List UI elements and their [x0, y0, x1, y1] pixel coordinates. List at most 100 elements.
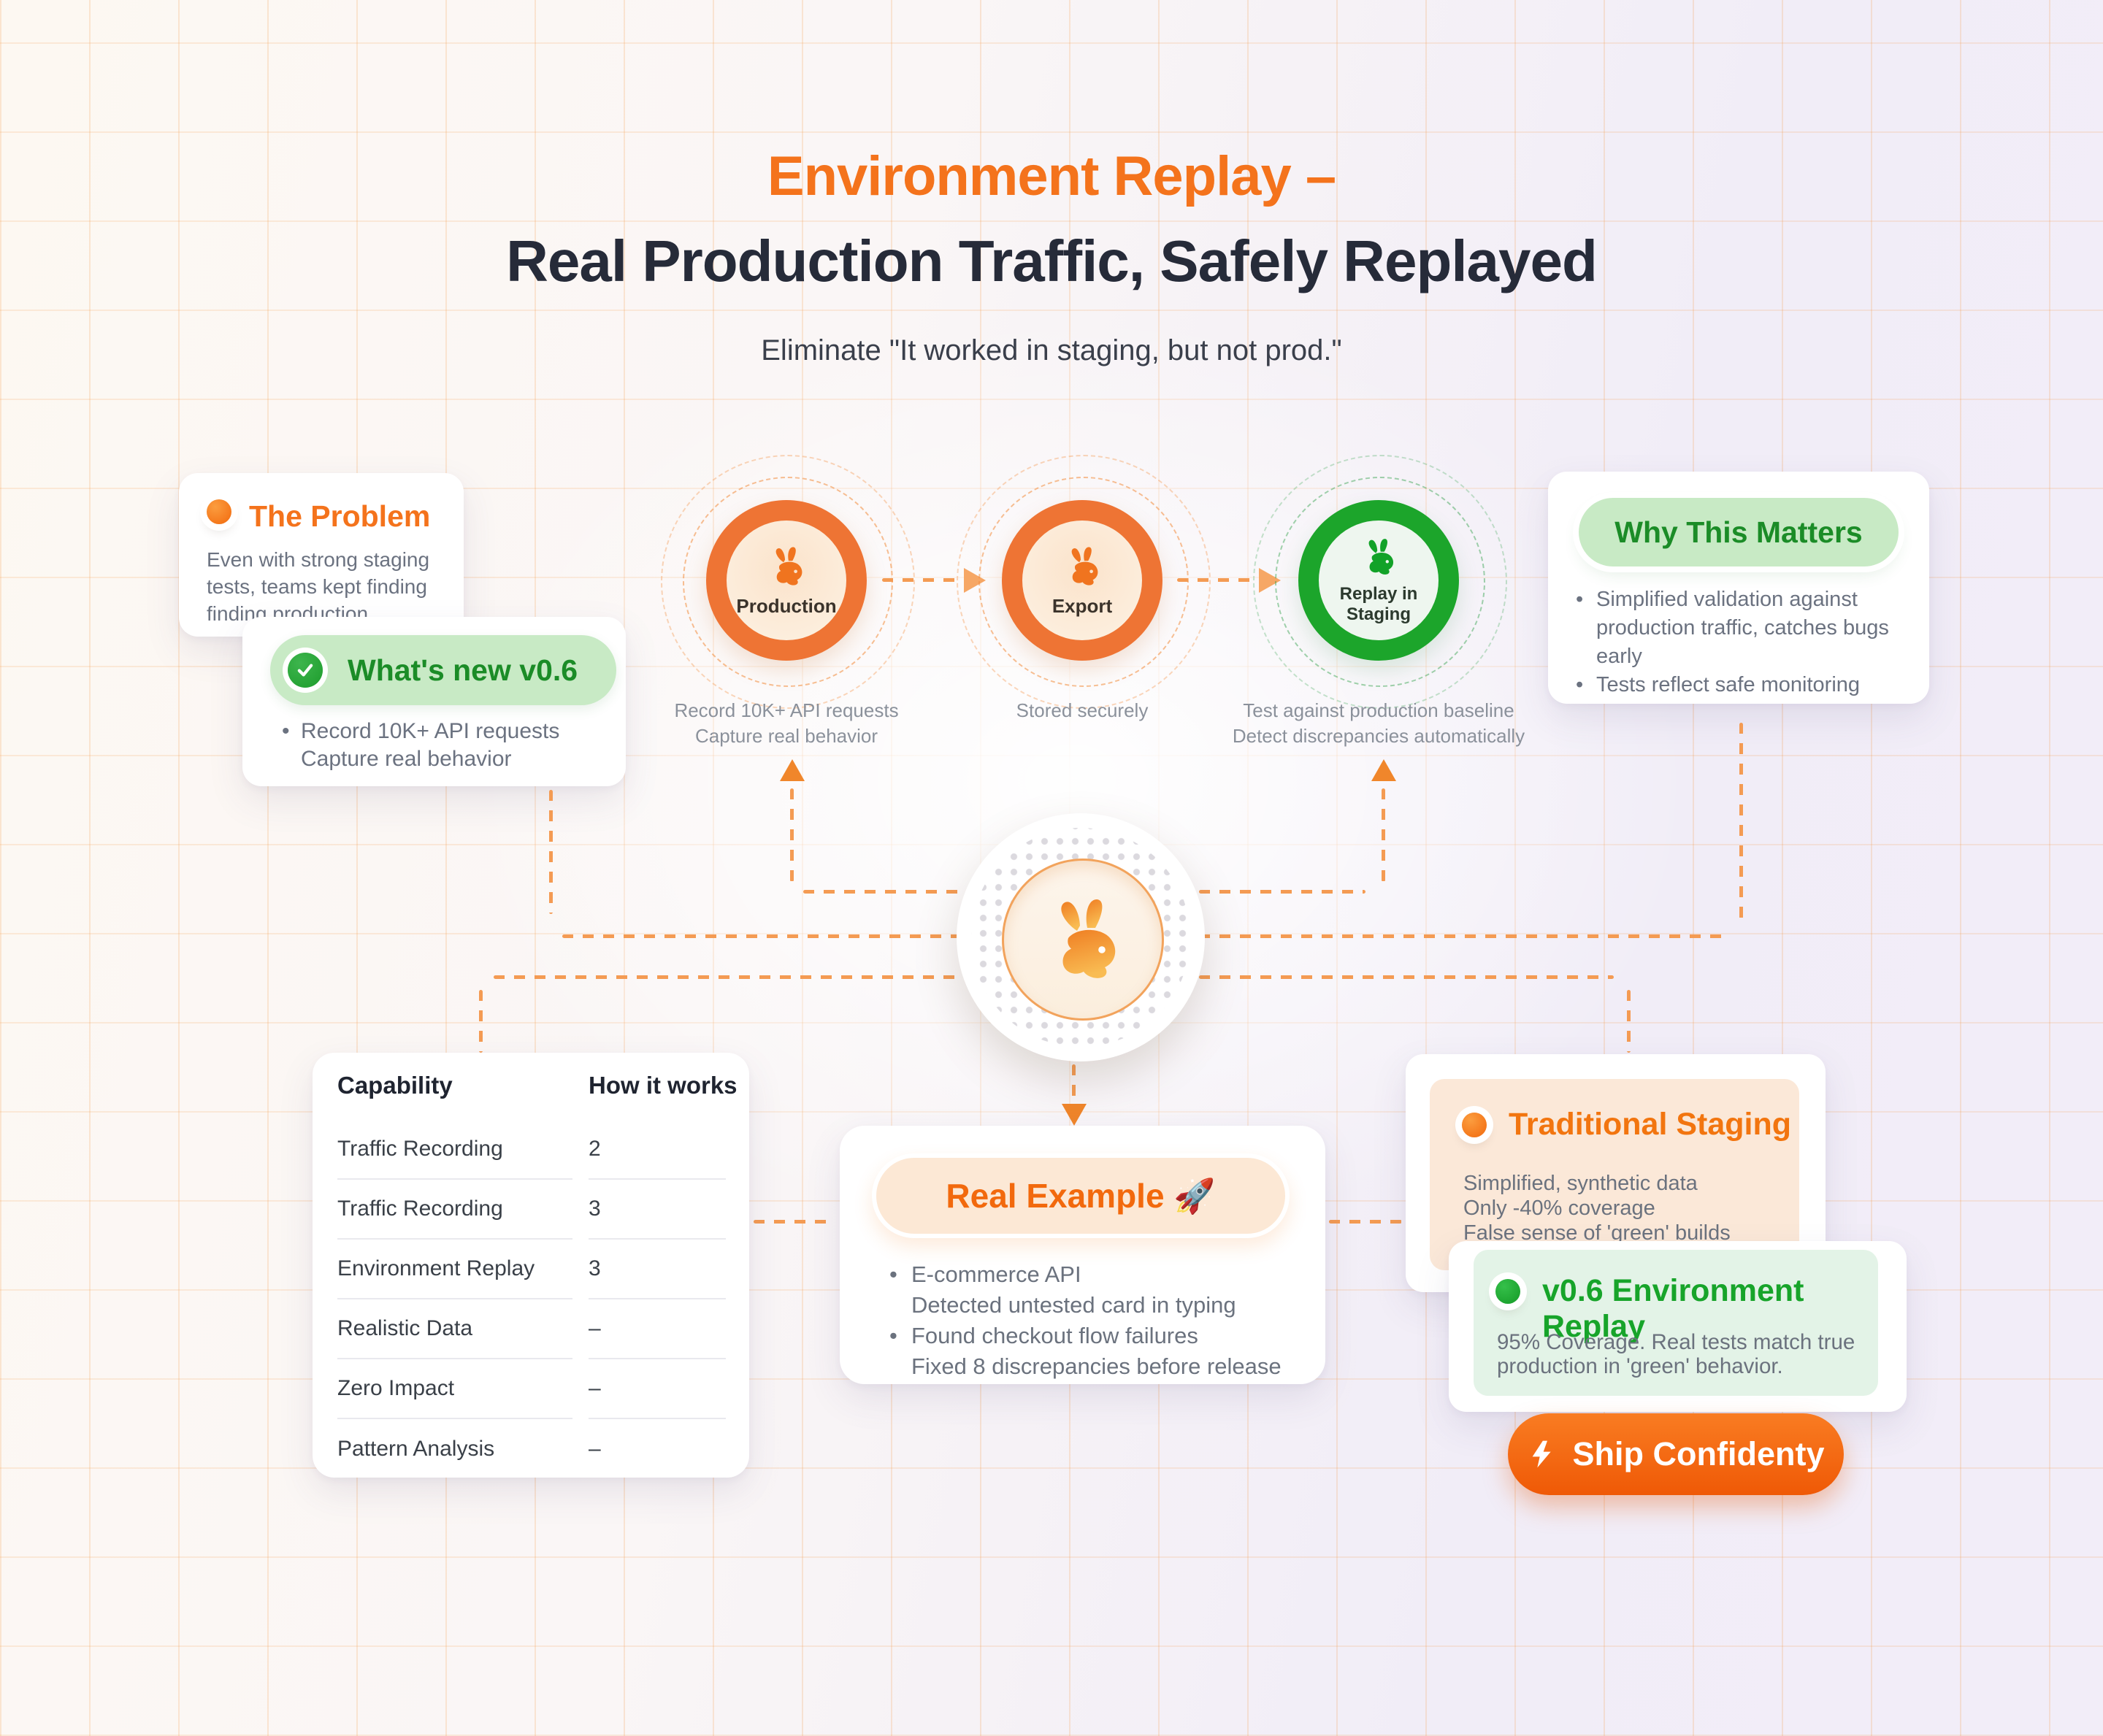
replay-label: Replay in Staging: [1340, 584, 1418, 625]
caption-line: Capture real behavior: [694, 725, 878, 747]
replay-label-line2: Staging: [1346, 604, 1411, 624]
rabbit-icon: [775, 547, 802, 585]
table-cell-capability: Environment Replay: [337, 1240, 572, 1299]
why-bullet: Tests reflect safe monitoring: [1571, 671, 1890, 699]
real-example-title: Real Example 🚀: [946, 1176, 1216, 1215]
caption-line: Detect discrepancies automatically: [1232, 725, 1525, 747]
traditional-body: Simplified, synthetic data Only -40% cov…: [1463, 1171, 1731, 1245]
whats-new-card: What's new v0.6 Record 10K+ API requests…: [242, 617, 626, 786]
whats-new-bullet: Capture real behavior: [301, 747, 512, 771]
capability-table-card: [313, 1053, 749, 1478]
export-dashed-ring-outer: [957, 455, 1211, 709]
why-bullet: Simplified validation against production…: [1571, 585, 1890, 671]
example-line: Fixed 8 discrepancies before release: [911, 1353, 1282, 1379]
ship-confidently-button[interactable]: Ship Confidenty: [1508, 1413, 1844, 1495]
green-dot-icon: [1495, 1279, 1520, 1304]
v06-body: 95% Coverage. Real tests match true prod…: [1497, 1330, 1855, 1378]
caption-line: Record 10K+ API requests: [674, 699, 899, 721]
table-cell-value: 3: [589, 1240, 726, 1299]
connector-production-horizontal: [803, 890, 962, 894]
table-cell-capability: Traffic Recording: [337, 1120, 572, 1180]
table-header-capability: Capability: [337, 1072, 453, 1099]
rabbit-icon: [1368, 539, 1394, 575]
example-line: Found checkout flow failures: [889, 1323, 1198, 1349]
orange-dot-icon: [1462, 1113, 1487, 1137]
why-card: Why This Matters Simplified validation a…: [1548, 472, 1929, 704]
page-title-main: Real Production Traffic, Safely Replayed: [506, 228, 1598, 293]
arrowhead-up-production: [780, 759, 805, 781]
problem-card-title: The Problem: [249, 499, 431, 533]
whats-new-bullet: Record 10K+ API requests: [282, 719, 559, 744]
connector-traditional-horizontal: [1199, 975, 1614, 979]
flow-arrow-line: [882, 578, 961, 582]
table-cell-capability: Zero Impact: [337, 1359, 572, 1419]
example-line: Detected untested card in typing: [911, 1292, 1236, 1318]
table-row: Traffic Recording 3: [337, 1180, 726, 1240]
whats-new-badge: What's new v0.6: [270, 635, 616, 705]
table-row: Realistic Data –: [337, 1299, 726, 1359]
problem-card-body: Even with strong staging tests, teams ke…: [207, 546, 429, 627]
v06-line: production in 'green' behavior.: [1497, 1354, 1783, 1378]
table-row: Traffic Recording 2: [337, 1120, 726, 1180]
production-caption: Record 10K+ API requests Capture real be…: [618, 698, 954, 749]
connector-table-vertical: [479, 990, 483, 1053]
page-subtitle: Eliminate "It worked in staging, but not…: [761, 334, 1342, 366]
table-cell-capability: Traffic Recording: [337, 1180, 572, 1240]
traditional-line: False sense of 'green' builds: [1463, 1221, 1731, 1245]
whats-new-title: What's new v0.6: [348, 653, 578, 687]
traditional-title: Traditional Staging: [1509, 1107, 1792, 1142]
connector-table-horizontal: [494, 975, 965, 979]
connector-why-horizontal: [1199, 934, 1726, 938]
problem-card: The Problem Even with strong staging tes…: [179, 473, 464, 637]
connector-example-traditional-stub: [1329, 1220, 1402, 1224]
table-cell-capability: Pattern Analysis: [337, 1437, 495, 1461]
ship-confidently-label: Ship Confidenty: [1572, 1435, 1825, 1472]
connector-whatsnew-horizontal: [562, 934, 965, 938]
v06-inner-panel: v0.6 Environment Replay 95% Coverage. Re…: [1474, 1250, 1878, 1396]
example-line: E-commerce API: [889, 1261, 1081, 1288]
why-card-bullets: Simplified validation against production…: [1571, 585, 1890, 699]
table-cell-value: –: [589, 1299, 726, 1359]
production-dashed-ring-outer: [661, 455, 915, 709]
connector-whatsnew-vertical: [549, 790, 553, 914]
production-label: Production: [736, 595, 837, 617]
table-cell-value: 3: [589, 1180, 726, 1240]
replay-dashed-ring-outer: [1253, 455, 1507, 709]
check-icon: [288, 653, 323, 688]
why-card-badge: Why This Matters: [1579, 498, 1899, 566]
connector-example-vertical: [1072, 1064, 1076, 1102]
traditional-inner-panel: Traditional Staging Simplified, syntheti…: [1430, 1079, 1799, 1270]
traditional-line: Only -40% coverage: [1463, 1197, 1655, 1220]
connector-replay-horizontal: [1199, 890, 1365, 894]
table-header-how: How it works: [589, 1072, 738, 1099]
table-cell-capability: Realistic Data: [337, 1299, 572, 1359]
connector-table-example-stub: [754, 1220, 835, 1224]
caption-line: Stored securely: [1016, 699, 1149, 721]
replay-label-line1: Replay in: [1339, 584, 1418, 604]
export-circle: Export: [1002, 500, 1162, 661]
v06-line: 95% Coverage. Real tests match true: [1497, 1330, 1855, 1354]
why-card-title: Why This Matters: [1614, 515, 1863, 549]
table-cell-value: 2: [589, 1120, 726, 1180]
replay-circle: Replay in Staging: [1298, 500, 1459, 661]
arrowhead-up-replay: [1371, 759, 1396, 781]
real-example-badge: Real Example 🚀: [872, 1153, 1290, 1238]
lightning-icon: [1532, 1440, 1551, 1468]
table-cell-value: –: [589, 1359, 726, 1419]
traditional-line: Simplified, synthetic data: [1463, 1172, 1698, 1195]
export-caption: Stored securely: [914, 698, 1250, 723]
replay-caption: Test against production baseline Detect …: [1211, 698, 1547, 749]
export-label: Export: [1052, 595, 1113, 617]
problem-line: Even with strong staging: [207, 548, 430, 571]
v06-card: v0.6 Environment Replay 95% Coverage. Re…: [1449, 1241, 1907, 1412]
table-row: Pattern Analysis –: [337, 1419, 726, 1479]
rabbit-logo-icon: [1061, 899, 1116, 978]
production-circle: Production: [706, 500, 867, 661]
hub-logo-disc: [1002, 859, 1164, 1021]
connector-traditional-vertical: [1627, 990, 1631, 1053]
connector-replay-vertical: [1382, 788, 1385, 882]
table-row: Environment Replay 3: [337, 1240, 726, 1299]
connector-why-vertical: [1739, 723, 1743, 921]
real-example-card: Real Example 🚀 E-commerce API Detected u…: [840, 1126, 1325, 1384]
